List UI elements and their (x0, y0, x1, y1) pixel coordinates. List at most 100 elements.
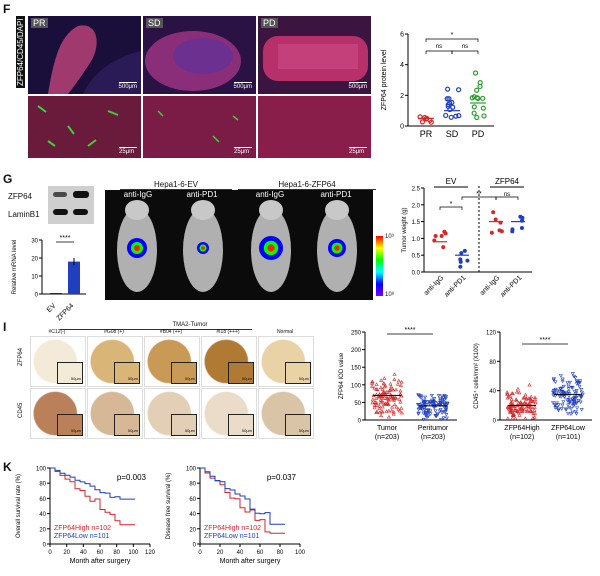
data-point (375, 387, 380, 391)
x-tick-label: 80 (113, 550, 120, 556)
data-point (573, 392, 578, 396)
treatment-label: anti-PD1 (320, 190, 352, 199)
data-point (556, 403, 561, 407)
x-tick-label: 0 (48, 550, 52, 556)
data-point (523, 416, 528, 420)
y-tick-label: 20 (189, 527, 196, 533)
data-point (448, 114, 454, 120)
mouse-head (259, 200, 283, 220)
ihc-core: 50μm (258, 388, 314, 439)
scale-bar: 25μm (349, 147, 367, 155)
group-label: EV (446, 177, 457, 186)
data-point (384, 389, 389, 394)
data-point (481, 113, 487, 119)
y-tick-label: 100 (186, 467, 197, 473)
stain-label: ZFP64/CD45/DAPI (16, 16, 25, 88)
survival-curve (50, 467, 135, 500)
data-point (509, 408, 514, 412)
data-point (515, 409, 520, 414)
data-point (442, 400, 447, 405)
data-point (560, 379, 565, 384)
data-point (426, 409, 431, 413)
data-point (443, 112, 449, 119)
tma-bracket (60, 329, 252, 330)
data-point (377, 406, 382, 411)
x-tick-label: 100 (128, 550, 139, 556)
data-point (558, 374, 563, 378)
data-point (436, 394, 441, 398)
ihc-inset: 50μm (285, 362, 311, 384)
scale-bar: 25μm (119, 147, 137, 155)
data-point (444, 412, 449, 417)
data-point (560, 377, 565, 382)
data-point (508, 400, 513, 405)
sig-label: ns (504, 192, 510, 198)
data-point (445, 401, 450, 406)
data-point (398, 392, 403, 397)
fluor-pd-overview: PD 500μm (258, 16, 371, 94)
data-point (441, 416, 446, 420)
data-point (419, 394, 424, 398)
data-point (570, 410, 575, 415)
data-point (438, 398, 443, 403)
treatment-label: anti-IgG (255, 190, 285, 199)
data-point (433, 234, 438, 239)
y-tick-label: 1.5 (412, 220, 421, 226)
iod-scatter-chart: 0 50 100 150 200 250 ZFP64 IOD value Tumor (n=20… (339, 327, 457, 441)
data-point (520, 404, 525, 409)
data-point (392, 377, 397, 381)
data-point (420, 407, 425, 412)
data-point (560, 389, 565, 394)
legend-low: ZFP64Low n=101 (54, 533, 110, 540)
western-blot (48, 186, 94, 224)
data-point (561, 384, 566, 389)
x-axis-label: Month after surgery (70, 558, 131, 565)
data-point (439, 417, 444, 422)
data-point (474, 87, 480, 93)
data-point (381, 396, 386, 401)
data-point (570, 372, 575, 376)
data-point (579, 390, 584, 395)
data-point (437, 403, 442, 407)
data-point (510, 416, 515, 420)
data-point (444, 416, 449, 421)
data-point (449, 99, 455, 106)
data-point (385, 401, 390, 406)
data-point (374, 403, 379, 407)
bar-ev (50, 293, 62, 294)
y-axis-label: Overall survival rate (%) (16, 474, 22, 538)
y-tick-label: 60 (39, 497, 46, 503)
y-tick-label: 40 (189, 512, 196, 518)
data-point (572, 400, 577, 404)
data-point (513, 408, 518, 412)
x-tick-label: 20 (63, 550, 70, 556)
data-point (416, 393, 421, 398)
data-point (509, 397, 514, 401)
data-point (398, 383, 404, 388)
data-point (577, 381, 582, 385)
data-point (384, 394, 389, 398)
data-point (456, 113, 462, 119)
p-value: p=0.037 (267, 473, 297, 482)
x-tick-label: anti-PD1 (499, 274, 523, 298)
fluor-pd-zoom: 25μm (258, 96, 371, 158)
data-point (560, 403, 565, 408)
scale-bar: 50μm (241, 428, 252, 433)
y-tick-label: 80 (39, 482, 46, 488)
ihc-column-label: #I18 (+++) (216, 329, 240, 335)
ihc-inset: 50μm (228, 362, 254, 384)
data-point (374, 387, 379, 391)
x-tick-n: (n=101) (556, 434, 580, 441)
data-point (442, 394, 447, 398)
y-axis-label: Relative mRNA level (12, 240, 18, 295)
x-tick-label: 40 (237, 550, 244, 556)
sig-label: **** (60, 235, 71, 242)
data-point (519, 401, 524, 405)
scale-bar: 50μm (184, 376, 195, 381)
data-point (424, 415, 429, 420)
scale-bar: 50μm (127, 428, 138, 433)
group-label-sd: SD (146, 18, 163, 28)
blot-label-zfp64: ZFP64 (8, 192, 33, 201)
data-point (568, 399, 573, 404)
data-point (383, 383, 388, 388)
